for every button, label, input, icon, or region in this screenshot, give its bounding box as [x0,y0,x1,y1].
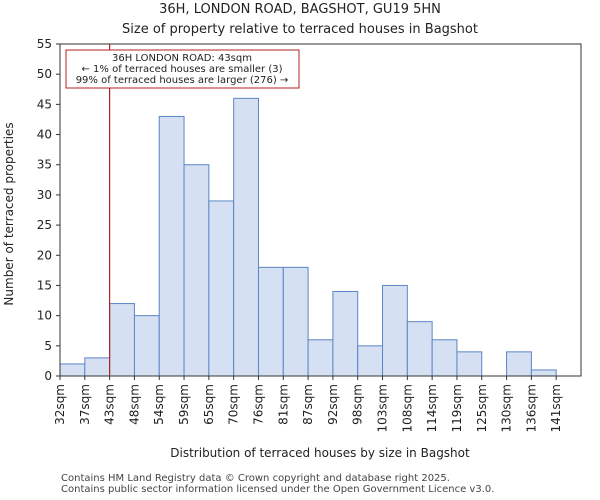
y-tick-label: 30 [37,188,52,202]
bar-114sqm [431,339,458,377]
bar-43sqm [109,303,135,377]
x-tick-label: 54sqm [152,384,166,425]
y-tick-label: 40 [37,128,52,142]
bar-87sqm [307,339,334,377]
bar-103sqm [382,284,408,377]
x-tick-label: 141sqm [549,384,563,432]
bar-65sqm [208,200,235,377]
bars-group [59,97,557,377]
x-tick-label: 103sqm [376,384,390,432]
x-tick-label: 125sqm [475,384,489,432]
y-axis-label: Number of terraced properties [2,122,16,305]
x-axis-label: Distribution of terraced houses by size … [170,446,470,460]
bar-136sqm [530,369,557,377]
x-tick-label: 136sqm [524,384,538,432]
x-tick-label: 37sqm [78,384,92,425]
y-tick-label: 55 [37,37,52,51]
x-tick-label: 119sqm [450,384,464,432]
x-tick-label: 70sqm [227,384,241,425]
annotation-frame [65,49,300,89]
annotation-line-3: 99% of terraced houses are larger (276) … [76,75,289,86]
y-tick-label: 50 [37,67,52,81]
bar-130sqm [506,351,532,377]
annotation-line-1: 36H LONDON ROAD: 43sqm [112,53,252,64]
x-tick-label: 130sqm [500,384,514,432]
bar-37sqm [84,357,111,377]
chart-subtitle: Size of property relative to terraced ho… [122,22,478,37]
y-tick-label: 5 [44,339,52,353]
x-tick-label: 114sqm [425,384,439,432]
x-tick-label: 76sqm [251,384,265,425]
x-tick-label: 81sqm [276,384,290,425]
x-tick-label: 32sqm [53,384,67,425]
annotation-box: 36H LONDON ROAD: 43sqm ← 1% of terraced … [65,49,300,89]
y-tick-label: 10 [37,309,52,323]
y-tick-label: 15 [37,278,52,292]
y-tick-label: 25 [37,218,52,232]
annotation-line-2: ← 1% of terraced houses are smaller (3) [82,64,283,75]
x-axis-ticks: 32sqm 37sqm 43sqm 48sqm 54sqm 59sqm 65sqm 70sqm… [53,376,563,432]
y-tick-label: 0 [44,369,52,383]
x-tick-label: 48sqm [127,384,141,425]
bar-81sqm [282,266,309,377]
x-tick-label: 108sqm [400,384,414,432]
x-tick-label: 59sqm [177,384,191,425]
bar-92sqm [332,290,359,377]
bar-108sqm [406,321,433,377]
plot-frame [59,43,582,377]
chart-title: 36H, LONDON ROAD, BAGSHOT, GU19 5HN [159,2,441,17]
y-tick-label: 35 [37,158,52,172]
bar-98sqm [357,345,384,377]
x-tick-label: 43sqm [103,384,117,425]
bar-76sqm [257,266,284,377]
x-tick-label: 92sqm [326,384,340,425]
x-tick-label: 87sqm [301,384,315,425]
footer-licence: Contains public sector information licen… [61,484,495,495]
x-tick-label: 98sqm [351,384,365,425]
bar-48sqm [133,315,160,377]
bar-70sqm [233,97,259,377]
y-tick-label: 20 [37,248,52,262]
bar-59sqm [183,164,210,377]
y-axis-ticks: 0 5 10 15 20 25 30 35 40 45 50 55 [37,37,60,383]
bar-54sqm [158,115,185,377]
footer-copyright: Contains HM Land Registry data © Crown c… [61,473,450,484]
bar-32sqm [59,363,86,377]
y-tick-label: 45 [37,97,52,111]
x-tick-label: 65sqm [202,384,216,425]
bar-119sqm [456,351,483,377]
